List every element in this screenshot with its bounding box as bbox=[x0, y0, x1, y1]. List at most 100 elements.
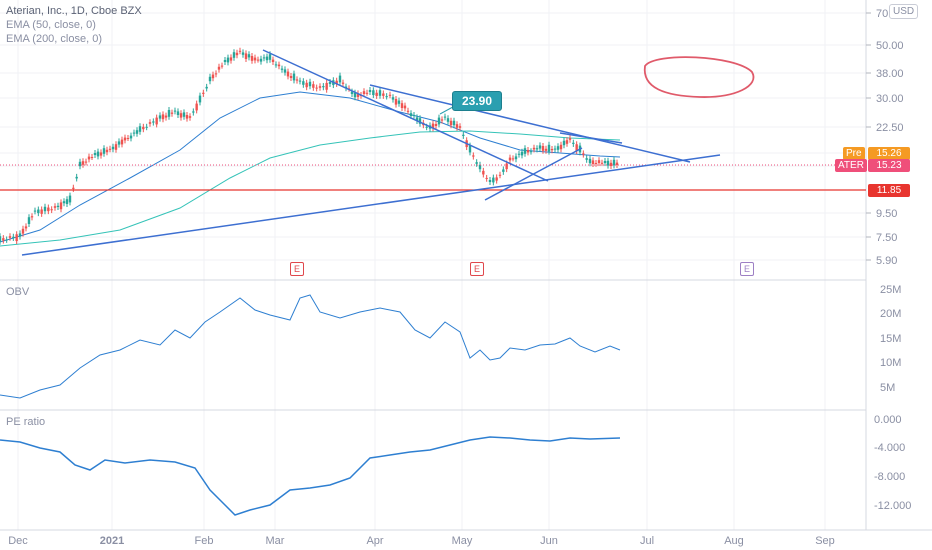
candle-body bbox=[378, 90, 382, 96]
candle-body bbox=[217, 66, 221, 70]
ema200-legend: EMA (200, close, 0) bbox=[6, 33, 102, 45]
candle-body bbox=[292, 73, 296, 81]
candle-body bbox=[609, 162, 613, 166]
candle-body bbox=[452, 120, 456, 126]
hand-drawn-circle[interactable] bbox=[643, 56, 755, 98]
candle-body bbox=[265, 56, 269, 61]
candle-body bbox=[553, 148, 557, 150]
candle-body bbox=[440, 119, 444, 121]
earnings-marker-2[interactable]: E bbox=[470, 262, 484, 276]
candle-body bbox=[434, 124, 438, 126]
candle-body bbox=[65, 199, 69, 204]
candle-body bbox=[179, 113, 183, 118]
time-axis[interactable]: Dec 2021 Feb Mar Apr May Jun Jul Aug Sep bbox=[8, 535, 835, 547]
candle-body bbox=[37, 209, 40, 214]
earnings-marker-1[interactable]: E bbox=[290, 262, 304, 276]
candle-body bbox=[488, 180, 492, 182]
candle-body bbox=[556, 146, 560, 150]
candle-body bbox=[338, 75, 342, 83]
candle-body bbox=[198, 95, 202, 103]
price-tick-label: 30.00 bbox=[876, 93, 904, 105]
candle-body bbox=[68, 195, 72, 203]
candle-body bbox=[59, 202, 63, 210]
candle-body bbox=[117, 141, 121, 145]
candle-body bbox=[341, 82, 345, 84]
candle-body bbox=[5, 239, 8, 241]
candle-body bbox=[517, 153, 521, 155]
time-tick-label: Aug bbox=[724, 535, 744, 547]
candle-body bbox=[152, 121, 155, 123]
candle-body bbox=[108, 148, 112, 150]
candle-body bbox=[406, 110, 410, 112]
candle-body bbox=[547, 144, 551, 152]
candle-body bbox=[96, 151, 100, 157]
candle-body bbox=[412, 115, 416, 116]
candle-body bbox=[173, 110, 177, 112]
candle-body bbox=[615, 162, 619, 165]
candle-body bbox=[188, 116, 192, 118]
price-callout[interactable]: 23.90 bbox=[452, 91, 502, 111]
obv-line bbox=[0, 294, 621, 399]
candle-body bbox=[462, 134, 465, 136]
candle-body bbox=[572, 142, 575, 144]
obv-axis[interactable]: 25M 20M 15M 10M 5M bbox=[880, 284, 901, 394]
candle-body bbox=[478, 164, 482, 170]
time-tick-label: Sep bbox=[815, 535, 835, 547]
candle-body bbox=[0, 236, 2, 242]
candle-body bbox=[145, 126, 148, 128]
last-price-value-tag: 15.23 bbox=[868, 159, 910, 172]
candle-body bbox=[511, 158, 515, 160]
time-tick-label: May bbox=[452, 535, 473, 547]
candle-body bbox=[372, 90, 375, 96]
candle-body bbox=[612, 159, 616, 166]
candle-body bbox=[56, 205, 60, 207]
candle-body bbox=[40, 209, 43, 214]
price-tick-label: 9.50 bbox=[876, 208, 897, 220]
candle-body bbox=[262, 57, 266, 59]
candle-body bbox=[365, 92, 369, 94]
candle-body bbox=[105, 149, 109, 153]
candle-body bbox=[271, 59, 275, 62]
candle-body bbox=[148, 122, 152, 124]
pe-axis[interactable]: 0.000 -4.000 -8.000 -12.000 bbox=[874, 414, 911, 512]
candle-body bbox=[205, 86, 208, 89]
pe-tick-label: -12.000 bbox=[874, 500, 911, 512]
candle-body bbox=[43, 206, 47, 212]
trendlines[interactable] bbox=[21, 49, 721, 256]
candle-body bbox=[129, 135, 133, 139]
currency-badge[interactable]: USD bbox=[889, 4, 919, 19]
candle-body bbox=[425, 126, 428, 128]
candle-body bbox=[535, 148, 539, 150]
candle-body bbox=[111, 146, 115, 150]
descending-trendline-steep bbox=[262, 49, 549, 182]
obv-tick-label: 20M bbox=[880, 308, 901, 320]
candle-body bbox=[538, 145, 542, 149]
candle-body bbox=[394, 99, 398, 105]
time-tick-label: Jun bbox=[540, 535, 558, 547]
candle-body bbox=[391, 97, 395, 100]
time-tick-label: Dec bbox=[8, 535, 28, 547]
time-tick-label: Feb bbox=[195, 535, 214, 547]
candle-body bbox=[397, 100, 401, 104]
candle-body bbox=[81, 161, 85, 165]
premarket-value-tag: 15.26 bbox=[868, 147, 910, 160]
candle-body bbox=[325, 82, 328, 90]
candle-body bbox=[268, 54, 272, 60]
ascending-trendline bbox=[21, 154, 721, 256]
candle-body bbox=[328, 82, 332, 84]
obv-tick-label: 15M bbox=[880, 333, 901, 345]
obv-tick-label: 25M bbox=[880, 284, 901, 296]
time-tick-label: 2021 bbox=[100, 535, 124, 547]
candle-body bbox=[274, 64, 278, 66]
candle-body bbox=[418, 118, 422, 124]
candle-body bbox=[505, 163, 508, 170]
grid-lines bbox=[0, 0, 866, 530]
candle-body bbox=[247, 54, 251, 58]
earnings-marker-future[interactable]: E bbox=[740, 262, 754, 276]
candle-body bbox=[565, 140, 569, 144]
candle-body bbox=[114, 144, 118, 150]
candle-body bbox=[591, 160, 595, 164]
candle-body bbox=[529, 151, 533, 153]
